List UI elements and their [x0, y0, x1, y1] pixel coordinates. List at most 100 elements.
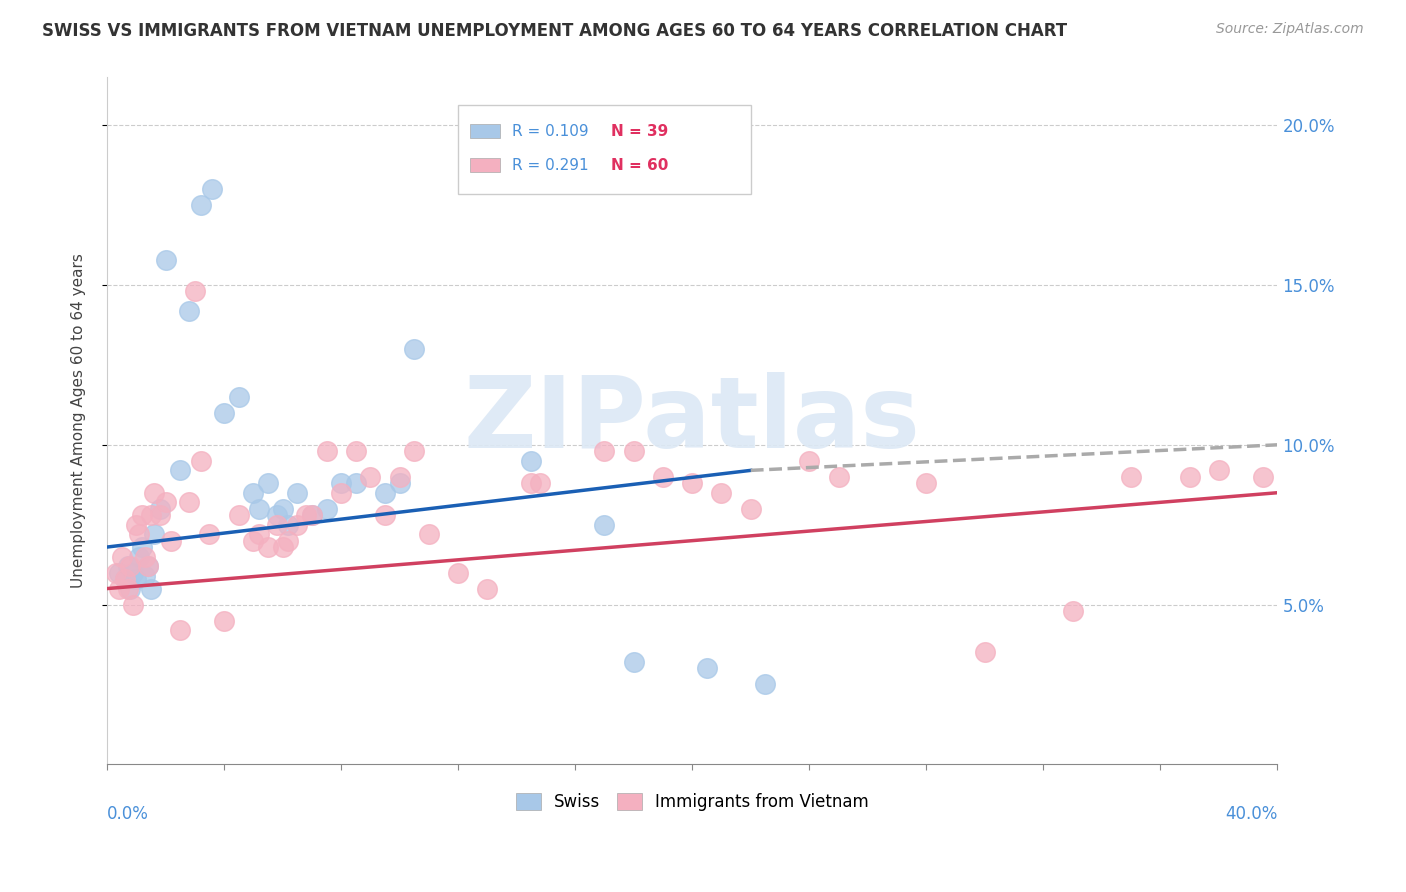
Point	[117, 559, 139, 574]
Point	[177, 303, 200, 318]
Point	[149, 501, 172, 516]
Point	[136, 559, 159, 574]
Point	[285, 485, 308, 500]
Text: 40.0%: 40.0%	[1225, 805, 1278, 823]
Point	[681, 476, 703, 491]
Point	[228, 508, 250, 522]
Point	[827, 469, 849, 483]
Point	[754, 677, 776, 691]
Point	[330, 476, 353, 491]
Point	[315, 444, 337, 458]
Point	[652, 469, 675, 483]
Point	[1251, 469, 1274, 483]
Point	[142, 527, 165, 541]
Point	[359, 469, 381, 483]
Point	[266, 517, 288, 532]
FancyBboxPatch shape	[458, 105, 751, 194]
Point	[139, 582, 162, 596]
Point	[177, 495, 200, 509]
Point	[404, 444, 426, 458]
FancyBboxPatch shape	[470, 159, 501, 172]
Point	[1208, 463, 1230, 477]
Point	[142, 485, 165, 500]
Point	[228, 390, 250, 404]
Point	[1119, 469, 1142, 483]
Point	[520, 476, 543, 491]
Point	[301, 508, 323, 522]
Point	[271, 540, 294, 554]
Point	[266, 508, 288, 522]
Point	[477, 582, 499, 596]
Point	[447, 566, 470, 580]
Point	[1178, 469, 1201, 483]
Point	[160, 533, 183, 548]
Text: SWISS VS IMMIGRANTS FROM VIETNAM UNEMPLOYMENT AMONG AGES 60 TO 64 YEARS CORRELAT: SWISS VS IMMIGRANTS FROM VIETNAM UNEMPLO…	[42, 22, 1067, 40]
Point	[120, 559, 142, 574]
Point	[128, 527, 150, 541]
Point	[120, 582, 142, 596]
Point	[114, 572, 136, 586]
Text: N = 60: N = 60	[612, 158, 669, 173]
Point	[114, 572, 136, 586]
Legend: Swiss, Immigrants from Vietnam: Swiss, Immigrants from Vietnam	[509, 786, 876, 818]
Point	[128, 549, 150, 564]
Point	[404, 342, 426, 356]
Point	[344, 476, 367, 491]
Text: N = 39: N = 39	[612, 123, 669, 138]
Point	[242, 533, 264, 548]
Point	[111, 549, 134, 564]
Point	[277, 533, 299, 548]
Text: ZIPatlas: ZIPatlas	[464, 372, 921, 469]
Point	[107, 566, 129, 580]
Point	[242, 485, 264, 500]
Text: R = 0.109: R = 0.109	[512, 123, 589, 138]
Point	[257, 540, 280, 554]
Point	[315, 501, 337, 516]
Point	[710, 485, 733, 500]
Point	[529, 476, 551, 491]
Point	[131, 540, 153, 554]
Point	[593, 517, 616, 532]
Point	[593, 444, 616, 458]
Point	[201, 182, 224, 196]
Point	[184, 285, 207, 299]
Point	[740, 501, 762, 516]
Point	[277, 517, 299, 532]
Point	[285, 517, 308, 532]
Point	[131, 508, 153, 522]
Point	[418, 527, 440, 541]
Point	[330, 485, 353, 500]
Point	[107, 582, 129, 596]
Point	[117, 582, 139, 596]
Point	[134, 569, 156, 583]
Point	[104, 566, 127, 580]
Point	[212, 406, 235, 420]
Point	[696, 661, 718, 675]
Point	[136, 559, 159, 574]
Point	[125, 517, 148, 532]
Point	[257, 476, 280, 491]
Point	[247, 527, 270, 541]
Point	[915, 476, 938, 491]
Point	[149, 508, 172, 522]
Point	[271, 501, 294, 516]
FancyBboxPatch shape	[470, 124, 501, 138]
Text: R = 0.291: R = 0.291	[512, 158, 589, 173]
Point	[198, 527, 221, 541]
Point	[388, 476, 411, 491]
Point	[388, 469, 411, 483]
Point	[344, 444, 367, 458]
Point	[134, 549, 156, 564]
Point	[190, 454, 212, 468]
Point	[247, 501, 270, 516]
Y-axis label: Unemployment Among Ages 60 to 64 years: Unemployment Among Ages 60 to 64 years	[72, 253, 86, 589]
Point	[623, 655, 645, 669]
Point	[799, 454, 821, 468]
Point	[155, 252, 177, 267]
Point	[169, 463, 191, 477]
Point	[190, 198, 212, 212]
Point	[125, 572, 148, 586]
Point	[374, 485, 396, 500]
Text: Source: ZipAtlas.com: Source: ZipAtlas.com	[1216, 22, 1364, 37]
Point	[374, 508, 396, 522]
